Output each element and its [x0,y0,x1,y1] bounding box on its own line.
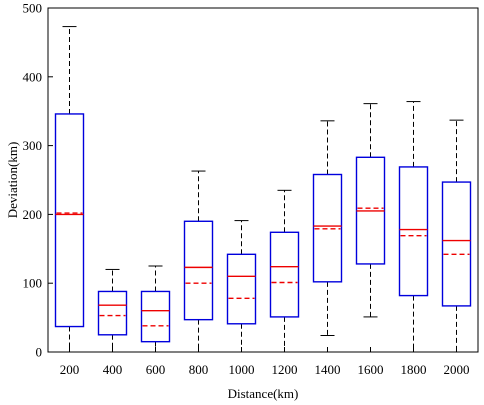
box-series [54,26,472,353]
box-group-200 [54,26,85,353]
x-tick-label: 1800 [401,362,427,377]
box-group-1400 [312,120,343,336]
x-tick-label: 1400 [315,362,341,377]
box [54,113,85,328]
y-tick-label: 100 [23,276,43,291]
x-tick-label: 1200 [272,362,298,377]
x-tick-label: 1000 [229,362,255,377]
box-group-1000 [226,220,257,353]
y-tick-label: 200 [23,207,43,222]
box [398,166,429,297]
box [140,290,171,343]
box-group-1200 [269,189,300,353]
plot-frame [47,7,479,353]
box-group-1800 [398,101,429,353]
x-axis-label: Distance(km) [228,386,299,401]
box-group-600 [140,265,171,353]
y-tick-label: 0 [36,345,43,360]
box [441,181,472,307]
x-axis-ticks: 200 400 600 800 1000 1200 1400 1600 1800 2000 [60,347,470,377]
x-tick-label: 400 [103,362,123,377]
box [183,220,214,321]
x-tick-label: 1600 [358,362,384,377]
x-tick-label: 600 [146,362,166,377]
y-tick-label: 500 [23,1,43,16]
box-group-2000 [441,119,472,353]
y-axis-label: Deviation(km) [5,142,20,219]
y-tick-label: 400 [23,69,43,84]
box-group-400 [97,268,128,353]
x-tick-label: 2000 [444,362,470,377]
box [97,290,128,336]
box-group-1600 [355,103,386,318]
y-tick-label: 300 [23,138,43,153]
box [269,231,300,318]
box [312,173,343,283]
x-tick-label: 200 [60,362,80,377]
x-tick-label: 800 [189,362,209,377]
box-group-800 [183,170,214,353]
box [226,253,257,325]
